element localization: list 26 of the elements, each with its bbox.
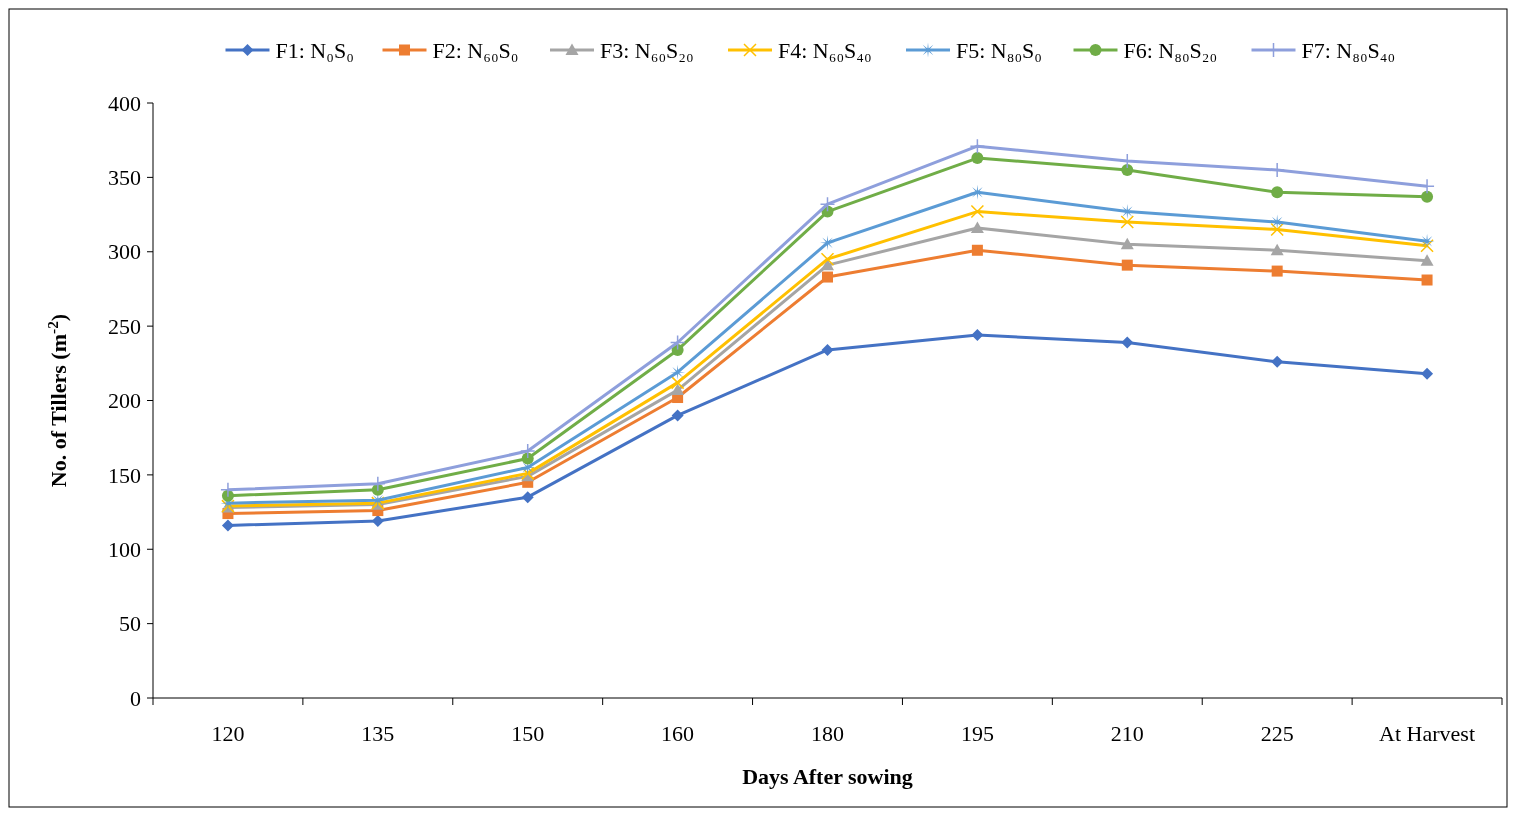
x-tick-label: 225 [1260, 721, 1294, 746]
legend-label: F6: N₈₀S₂₀ [1123, 37, 1218, 63]
y-tick-label: 50 [119, 611, 141, 637]
y-tick-label: 0 [130, 685, 141, 711]
x-tick-label: 210 [1110, 721, 1144, 746]
x-tick-label: 180 [811, 721, 844, 746]
x-tick-label: At Harvest [1379, 721, 1476, 746]
legend-label: F3: N₆₀S₂₀ [600, 37, 694, 63]
y-tick-label: 350 [108, 165, 141, 191]
legend-label: F5: N₈₀S₀ [956, 37, 1042, 63]
x-tick-label: 135 [361, 721, 395, 746]
y-tick-label: 150 [108, 462, 141, 488]
x-tick-label: 160 [661, 721, 695, 746]
x-tick-label: 120 [211, 721, 245, 746]
y-tick-label: 100 [108, 536, 141, 562]
x-axis-title: Days After sowing [742, 764, 913, 789]
y-tick-label: 400 [108, 90, 141, 116]
x-tick-label: 195 [960, 721, 994, 746]
x-tick-label: 150 [511, 721, 545, 746]
legend-label: F7: N₈₀S₄₀ [1301, 37, 1396, 63]
legend-label: F4: N₆₀S₄₀ [778, 37, 872, 63]
legend-label: F2: N₆₀S₀ [432, 37, 519, 63]
legend-label: F1: N₀S₀ [275, 37, 354, 63]
y-tick-label: 250 [108, 313, 141, 339]
y-tick-label: 200 [108, 388, 141, 414]
y-tick-label: 300 [108, 239, 141, 265]
